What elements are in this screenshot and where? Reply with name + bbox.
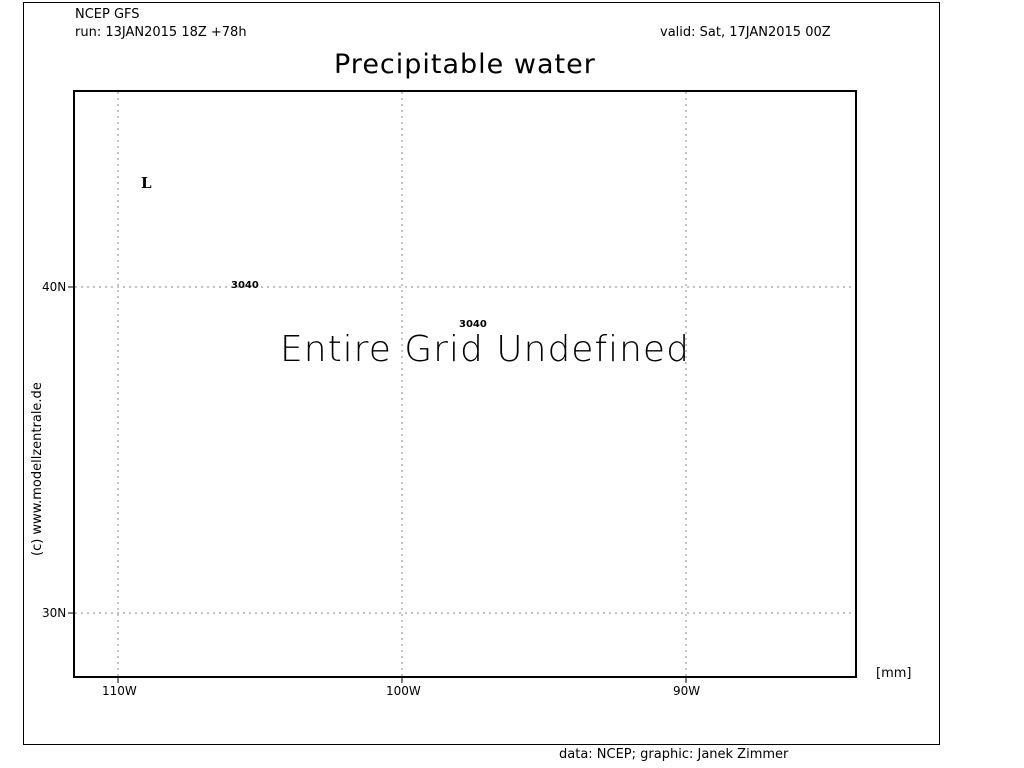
valid-time: valid: Sat, 17JAN2015 00Z xyxy=(660,25,831,40)
map-frame xyxy=(73,90,857,678)
outer-frame xyxy=(23,2,940,745)
lat-tick-label: 40N xyxy=(42,280,67,294)
contour-label: 3040 xyxy=(231,280,259,291)
model-name: NCEP GFS xyxy=(75,7,140,22)
run-info: run: 13JAN2015 18Z +78h xyxy=(75,25,247,40)
contour-label: 3040 xyxy=(459,319,487,330)
undefined-grid-message: Entire Grid Undefined xyxy=(280,329,690,370)
lon-tick-label: 110W xyxy=(102,684,137,698)
unit-label: [mm] xyxy=(876,666,912,681)
lon-tick-label: 100W xyxy=(386,684,421,698)
copyright-text: (c) www.modellzentrale.de xyxy=(30,382,45,556)
chart-title: Precipitable water xyxy=(334,49,596,80)
low-pressure-marker: L xyxy=(141,174,152,192)
lat-tick-label: 30N xyxy=(42,606,67,620)
credits-text: data: NCEP; graphic: Janek Zimmer xyxy=(559,747,789,762)
lon-tick-label: 90W xyxy=(673,684,701,698)
